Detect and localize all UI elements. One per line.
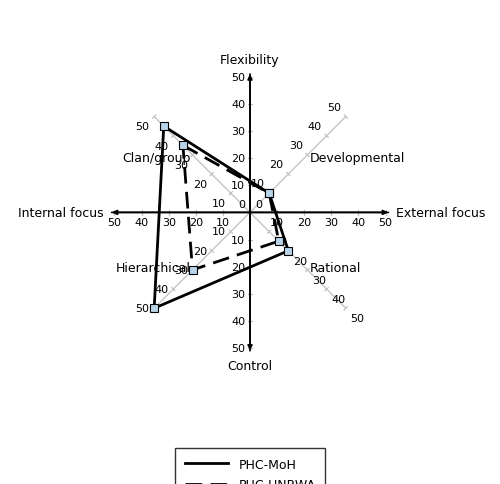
Text: 10: 10 (216, 218, 230, 228)
Text: Clan/group: Clan/group (122, 151, 190, 164)
Text: Internal focus: Internal focus (18, 207, 103, 219)
Text: 40: 40 (332, 294, 345, 304)
Text: 40: 40 (154, 284, 168, 294)
Text: 50: 50 (378, 218, 392, 228)
Text: 50: 50 (350, 313, 364, 323)
Text: Flexibility: Flexibility (220, 54, 280, 67)
Text: 40: 40 (231, 316, 245, 326)
Text: 30: 30 (312, 275, 326, 285)
Text: 30: 30 (288, 141, 302, 151)
Text: 50: 50 (136, 303, 149, 313)
Text: 20: 20 (193, 246, 207, 256)
Text: 40: 40 (308, 121, 322, 132)
Legend: PHC-MoH, PHC-UNRWA: PHC-MoH, PHC-UNRWA (174, 448, 326, 484)
Text: External focus: External focus (396, 207, 486, 219)
Text: 30: 30 (231, 127, 245, 137)
Text: 50: 50 (231, 73, 245, 83)
Text: 20: 20 (297, 218, 312, 228)
Text: 0: 0 (255, 200, 262, 210)
Text: 20: 20 (270, 160, 283, 170)
Text: 30: 30 (174, 265, 188, 275)
Text: 40: 40 (134, 218, 148, 228)
Text: 50: 50 (231, 343, 245, 353)
Text: 20: 20 (231, 154, 245, 164)
Text: 10: 10 (250, 179, 264, 189)
Text: Control: Control (228, 359, 272, 372)
Text: 40: 40 (352, 218, 366, 228)
Text: 30: 30 (162, 218, 175, 228)
Text: Hierarchical: Hierarchical (116, 262, 190, 274)
Text: 10: 10 (231, 181, 245, 191)
Text: 30: 30 (324, 218, 338, 228)
Text: 40: 40 (154, 141, 168, 151)
Text: 50: 50 (327, 103, 341, 113)
Text: 0: 0 (238, 200, 245, 210)
Text: Developmental: Developmental (310, 151, 405, 164)
Text: 10: 10 (212, 227, 226, 237)
Text: 20: 20 (293, 256, 307, 266)
Text: 20: 20 (188, 218, 203, 228)
Text: 50: 50 (108, 218, 122, 228)
Text: 10: 10 (274, 237, 288, 247)
Text: 10: 10 (231, 235, 245, 245)
Text: 10: 10 (212, 198, 226, 209)
Text: 20: 20 (193, 180, 207, 189)
Text: 30: 30 (231, 289, 245, 299)
Text: 10: 10 (270, 218, 284, 228)
Text: Rational: Rational (310, 262, 361, 274)
Text: 30: 30 (174, 160, 188, 170)
Text: 40: 40 (231, 100, 245, 110)
Text: 20: 20 (231, 262, 245, 272)
Text: 50: 50 (136, 122, 149, 132)
